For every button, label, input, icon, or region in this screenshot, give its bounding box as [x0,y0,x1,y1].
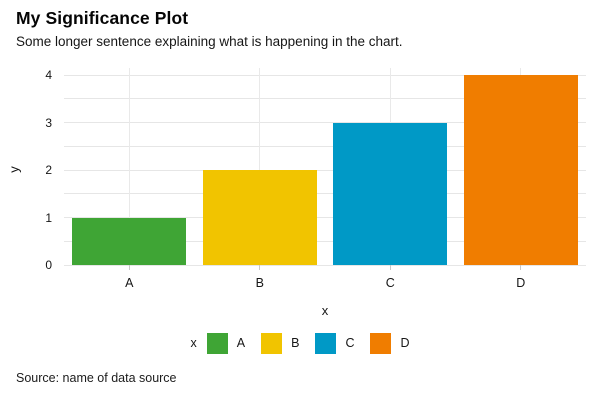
x-tick-mark [389,265,391,270]
x-tick-mark [128,265,130,270]
legend-item-b: B [261,332,300,354]
gridline-horizontal [64,217,586,218]
legend-title: x [190,336,197,350]
x-axis-title: x [321,303,329,318]
legend-item-c: C [315,332,355,354]
y-tick-label: 1 [45,210,52,225]
y-axis-tick-labels: 0 1 2 3 4 [0,68,52,272]
gridline-horizontal [64,98,586,100]
chart-subtitle: Some longer sentence explaining what is … [16,34,403,49]
gridline-vertical [259,68,261,265]
legend-swatch-c [315,332,337,354]
bar-d [463,75,578,265]
gridline-horizontal [64,240,586,242]
gridline-horizontal [64,145,586,147]
legend-swatch-a [206,332,228,354]
gridline-horizontal [64,122,586,123]
plot-panel [64,68,586,266]
legend-swatch-d [370,332,392,354]
x-tick-label: C [385,276,395,290]
y-tick-label: 4 [45,68,52,82]
bar-b [202,170,317,265]
legend-label: A [236,336,246,350]
y-tick-label: 2 [45,163,52,177]
bar-c [333,122,448,265]
x-tick-mark [520,265,522,270]
gridline-horizontal [64,169,586,171]
gridline-vertical [128,68,130,265]
legend-item-a: A [206,332,246,354]
gridline-horizontal [64,74,586,76]
x-axis-tick-marks [64,265,586,271]
y-tick-label: 0 [45,258,52,272]
gridline-horizontal [64,264,586,266]
source-caption: Source: name of data source [16,371,177,385]
legend-items: A B C D [206,332,410,354]
chart-title: My Significance Plot [16,8,189,28]
legend-label: B [291,336,300,350]
x-tick-label: D [516,276,526,290]
y-tick-label: 3 [45,115,52,130]
legend-item-d: D [370,332,410,354]
legend-label: D [400,336,410,350]
x-tick-mark [259,265,261,270]
x-tick-label: A [125,276,134,290]
legend-swatch-b [261,332,283,354]
bar-a [72,217,187,265]
x-axis-tick-labels: A B C D [64,276,586,292]
x-tick-label: B [255,276,264,290]
legend-label: C [345,336,355,350]
gridline-horizontal [64,193,586,195]
